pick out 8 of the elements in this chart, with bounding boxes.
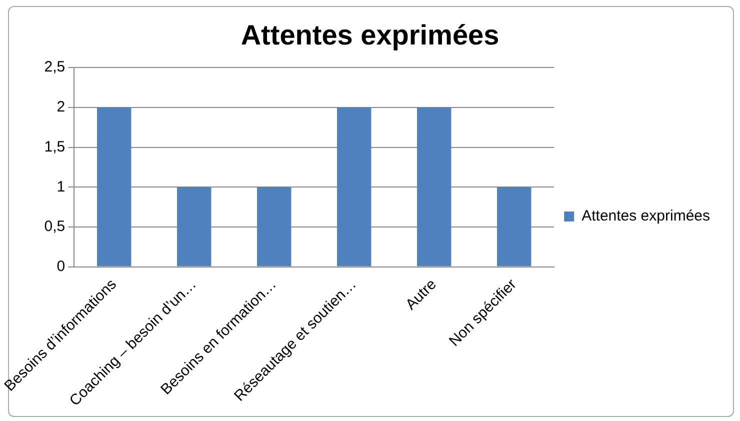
y-tick-label: 0 xyxy=(56,258,66,275)
y-tick-label: 2 xyxy=(56,98,66,116)
y-tick-label: 1 xyxy=(56,178,66,196)
legend-label: Attentes exprimées xyxy=(582,208,710,225)
y-tick-label: 2,5 xyxy=(44,58,66,76)
chart-title: Attentes exprimées xyxy=(240,20,500,51)
y-tick-label: 0,5 xyxy=(44,218,66,236)
y-tick-label: 1,5 xyxy=(44,138,66,156)
